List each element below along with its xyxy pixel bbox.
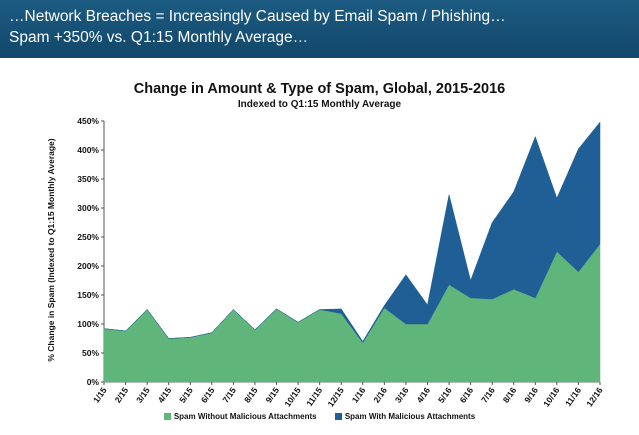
x-axis-ticks: 1/15 2/15 3/15 4/15 5/15 6/15 7/15 8/15 9/15 10/1… — [91, 382, 605, 409]
y-tick-label: 450% — [77, 116, 99, 126]
chart-areas — [103, 121, 601, 383]
legend-item-without: Spam Without Malicious Attachments — [163, 412, 317, 421]
chart-legend: Spam Without Malicious Attachments Spam … — [0, 412, 639, 422]
legend-label-without: Spam Without Malicious Attachments — [173, 412, 317, 421]
y-tick-label: 0% — [87, 377, 100, 387]
x-tick-label: 5/16 — [436, 385, 454, 405]
x-tick-label: 2/16 — [371, 385, 389, 405]
chart-subtitle: Indexed to Q1:15 Monthly Average — [237, 99, 402, 110]
x-tick-label: 8/15 — [242, 385, 260, 405]
x-tick-label: 4/16 — [414, 385, 432, 405]
x-tick-label: 5/15 — [177, 385, 195, 405]
y-axis-ticks: 0% 50% 100% 150% 200% 250% 300% 350% 400% 450% — [77, 116, 104, 387]
y-tick-label: 100% — [77, 319, 99, 329]
x-tick-label: 11/15 — [304, 385, 324, 408]
header-line-2: Spam +350% vs. Q1:15 Monthly Average… — [9, 29, 309, 46]
y-tick-label: 150% — [77, 290, 99, 300]
x-tick-label: 3/16 — [393, 385, 411, 405]
area-with-malicious — [103, 121, 601, 344]
y-tick-label: 350% — [77, 174, 99, 184]
y-tick-label: 200% — [77, 261, 99, 271]
y-tick-label: 250% — [77, 232, 99, 242]
y-tick-label: 300% — [77, 203, 99, 213]
x-tick-label: 4/15 — [156, 385, 174, 405]
chart-title: Change in Amount & Type of Spam, Global,… — [133, 81, 506, 97]
x-tick-label: 6/15 — [199, 385, 217, 405]
x-tick-label: 9/16 — [522, 385, 540, 405]
legend-swatch-blue — [334, 413, 342, 420]
x-tick-label: 8/16 — [501, 385, 519, 405]
legend-swatch-green — [163, 413, 171, 420]
x-tick-label: 7/16 — [479, 385, 497, 405]
y-tick-label: 400% — [77, 145, 99, 155]
y-axis-label: % Change in Spam (Indexed to Q1:15 Month… — [46, 138, 56, 361]
header-line-1: …Network Breaches = Increasingly Caused … — [9, 8, 506, 25]
x-tick-label: 6/16 — [458, 385, 476, 405]
x-tick-label: 12/15 — [325, 385, 346, 408]
x-tick-label: 10/16 — [541, 385, 562, 408]
x-tick-label: 2/15 — [113, 385, 131, 405]
header-banner: …Network Breaches = Increasingly Caused … — [0, 0, 639, 58]
y-tick-label: 50% — [82, 348, 99, 358]
x-tick-label: 11/16 — [563, 385, 583, 408]
x-tick-label: 12/16 — [584, 385, 605, 408]
legend-label-with: Spam With Malicious Attachments — [344, 412, 476, 421]
x-tick-label: 3/15 — [134, 385, 152, 405]
x-tick-label: 9/15 — [263, 385, 281, 405]
x-tick-label: 1/16 — [350, 385, 368, 405]
legend-item-with: Spam With Malicious Attachments — [334, 412, 476, 421]
x-tick-label: 1/15 — [91, 385, 109, 405]
x-tick-label: 10/15 — [282, 385, 303, 408]
x-tick-label: 7/15 — [220, 385, 238, 405]
